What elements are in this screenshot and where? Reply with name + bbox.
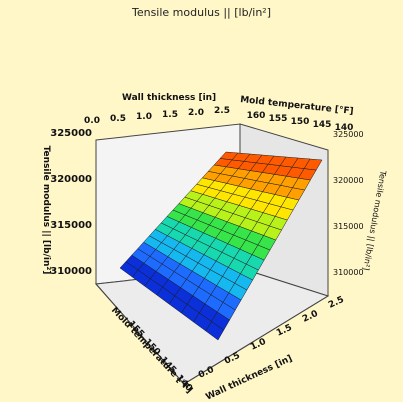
z-tick-left-label: 315000 xyxy=(50,220,92,231)
z-tick-right-label: 315000 xyxy=(333,222,364,231)
y-tick-top-label: 155 xyxy=(269,114,288,124)
x-tick-top-label: 1.5 xyxy=(162,110,178,120)
z-tick-right-label: 310000 xyxy=(333,268,364,277)
y-ticks-top: 160 155 150 145 140 xyxy=(247,111,354,133)
z-ticks-left: 310000 315000 320000 325000 xyxy=(50,128,92,277)
z-axis-label-right: Tensile modulus || [lb/in²] xyxy=(361,169,388,271)
z-tick-right-label: 325000 xyxy=(333,130,364,139)
x-tick-top-label: 2.0 xyxy=(188,108,204,118)
y-tick-top-label: 150 xyxy=(291,117,310,127)
y-tick-top-label: 160 xyxy=(247,111,266,121)
z-tick-right-label: 320000 xyxy=(333,176,364,185)
y-tick-top-label: 140 xyxy=(335,123,354,133)
surface-mesh xyxy=(119,151,323,341)
surface-cell xyxy=(303,158,323,171)
x-tick-top-label: 0.0 xyxy=(84,116,100,126)
z-tick-left-label: 320000 xyxy=(50,174,92,185)
front-edge-right xyxy=(183,295,329,385)
z-tick-left-label: 325000 xyxy=(50,128,92,139)
chart-title: Tensile modulus || [lb/in²] xyxy=(131,6,272,19)
x-ticks-top: 0.0 0.5 1.0 1.5 2.0 2.5 xyxy=(84,106,230,126)
x-axis-label-top: Wall thickness [in] xyxy=(122,93,216,103)
x-tick-top-label: 0.5 xyxy=(110,114,126,124)
z-axis-label-left: Tensile modulus || [lb/in²] xyxy=(41,146,51,275)
front-edge-left xyxy=(95,283,185,385)
z-ticks-right: 310000 315000 320000 325000 xyxy=(333,130,364,277)
x-tick-front-label: 2.5 xyxy=(327,295,346,311)
x-tick-top-label: 1.0 xyxy=(136,112,152,122)
x-tick-top-label: 2.5 xyxy=(214,106,230,116)
y-tick-top-label: 145 xyxy=(313,120,332,130)
z-tick-left-label: 310000 xyxy=(50,266,92,277)
